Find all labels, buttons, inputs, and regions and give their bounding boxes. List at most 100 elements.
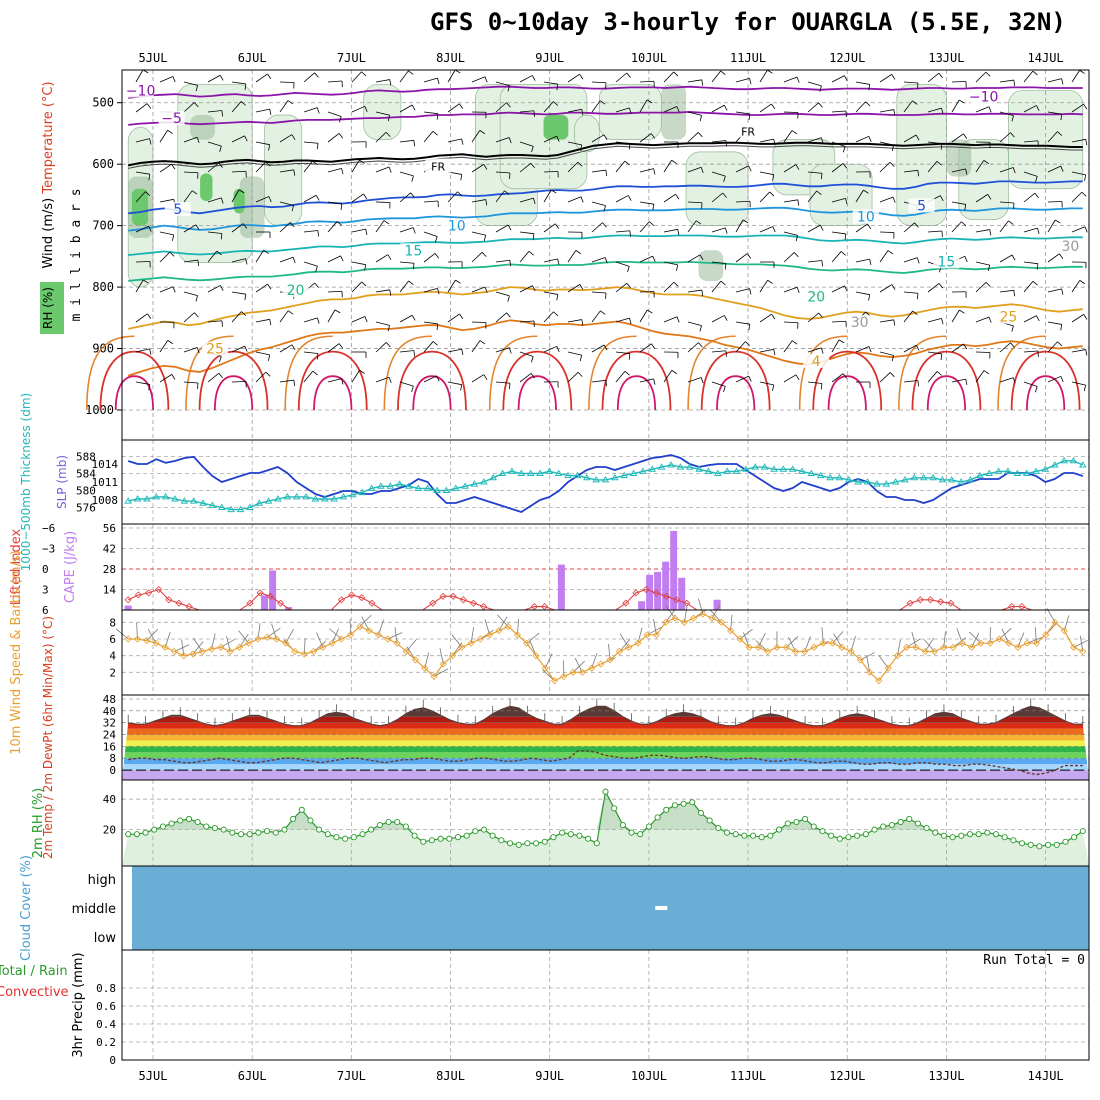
temp-band (122, 722, 1089, 729)
rh2m-marker (689, 799, 696, 806)
upper-wind-barb (975, 160, 985, 173)
upper-wind-barb-flag (701, 289, 704, 297)
upper-wind-barb-flag (699, 325, 702, 332)
upper-wind-barb-flag (938, 72, 943, 79)
upper-wind-barb-flag (1057, 131, 1063, 136)
lifted-index-marker (429, 599, 437, 607)
upper-rh-dark-area (698, 250, 724, 281)
wind10m-marker (356, 622, 364, 631)
rh2m-marker (663, 806, 670, 813)
thickness-marker (873, 480, 881, 487)
precip-frame (121, 949, 1090, 1061)
upper-wind-barb (855, 291, 870, 296)
contour-label: 30 (1061, 239, 1079, 255)
lifted-index-marker (368, 599, 376, 607)
upper-wind-barb-flag (818, 312, 823, 318)
wind10m-barb (359, 614, 372, 627)
upper-wind-barb-flag (385, 131, 391, 137)
wind10m-barb (192, 641, 204, 655)
upper-wind-barb-flag (509, 260, 512, 267)
upper-wind-barb (999, 132, 1011, 143)
upper-wind-barb (135, 279, 144, 293)
contour-label: FR (741, 125, 755, 138)
upper-wind-barb (951, 201, 966, 205)
rh2m-marker (480, 826, 488, 833)
upper-wind-barb (255, 371, 267, 383)
wind10m-marker (374, 631, 382, 639)
upper-wind-barb-flag (646, 99, 653, 104)
upper-wind-barb-flag (821, 347, 824, 354)
upper-wind-barb (255, 108, 270, 113)
wind10m-marker (727, 627, 735, 635)
rh2m-marker (394, 818, 401, 826)
upper-wind-barb-flag (603, 205, 606, 212)
upper-wind-barb-flag (245, 258, 248, 265)
rh2m-marker (333, 834, 340, 841)
upper-wind-barb-flag (218, 162, 223, 168)
lifted-index-marker (144, 589, 153, 597)
contour-label: −5 (161, 111, 182, 127)
thickness-marker (395, 480, 404, 487)
rh2m-marker (428, 837, 435, 844)
thickness-marker (938, 476, 947, 483)
upper-wind-barb-flag (893, 109, 896, 116)
isotherm-line (127, 319, 1083, 377)
wind10m-marker (208, 645, 216, 653)
upper-wind-barb (183, 136, 198, 143)
wind10m-barb (574, 657, 583, 673)
lifted-index-marker (449, 592, 457, 600)
upper-wind-barb (831, 251, 842, 263)
thickness-marker (470, 480, 479, 487)
upper-wind-barb-flag (725, 140, 727, 147)
wind10m-marker (708, 614, 716, 622)
contour-label: 15 (404, 243, 422, 259)
upper-wind-barb-flag (938, 283, 944, 289)
upper-wind-barb (687, 201, 703, 204)
upper-wind-barb (423, 231, 438, 237)
rh2m-marker (125, 831, 132, 838)
upper-wind-barb (207, 74, 221, 83)
temp-band (122, 740, 1089, 747)
upper-wind-barb (207, 110, 222, 113)
upper-wind-barb (279, 222, 291, 233)
thickness-marker (976, 471, 984, 479)
wind10m-marker (986, 639, 994, 647)
upper-wind-barb (159, 251, 171, 263)
upper-wind-barb-flag (1083, 385, 1087, 392)
upper-wind-barb-flag (891, 284, 896, 290)
upper-wind-barb (807, 312, 819, 323)
upper-wind-barb (687, 111, 702, 116)
thickness-marker (1004, 467, 1012, 474)
temp-band (122, 746, 1089, 753)
upper-wind-barb-flag (171, 163, 176, 170)
upper-wind-barb-flag (988, 106, 992, 113)
upper-wind-barb (495, 102, 507, 113)
upper-wind-barb (591, 310, 601, 323)
wind10m-marker (449, 652, 457, 660)
wind10m-marker (745, 643, 753, 651)
thickness-marker (330, 495, 338, 502)
upper-wind-barb-flag (868, 294, 871, 301)
upper-wind-barb-flag (389, 79, 392, 86)
thickness-marker (798, 467, 806, 474)
thickness-marker (601, 476, 610, 483)
upper-wind-barb-flag (602, 222, 607, 228)
upper-wind-barb (951, 378, 966, 383)
lifted-index-marker (276, 599, 285, 607)
rh2m-marker (888, 821, 895, 829)
upper-wind-barb-flag (624, 160, 630, 166)
isotherm-30-lobe (383, 335, 432, 411)
upper-wind-barb (1023, 70, 1034, 83)
upper-wind-barb (735, 219, 744, 233)
wind10m-marker (699, 610, 707, 618)
upper-wind-barb-flag (338, 116, 342, 123)
upper-wind-barb (999, 167, 1014, 173)
wind10m-marker (801, 647, 809, 656)
contour-label-bg (908, 198, 935, 213)
precip-tick-label: 0.4 (96, 1018, 116, 1031)
upper-wind-barb-flag (364, 316, 368, 323)
wind10m-marker (319, 643, 327, 651)
rh2m-marker (420, 838, 427, 845)
isotherm-40-lobe (926, 375, 967, 411)
thickness-marker (1032, 467, 1040, 474)
